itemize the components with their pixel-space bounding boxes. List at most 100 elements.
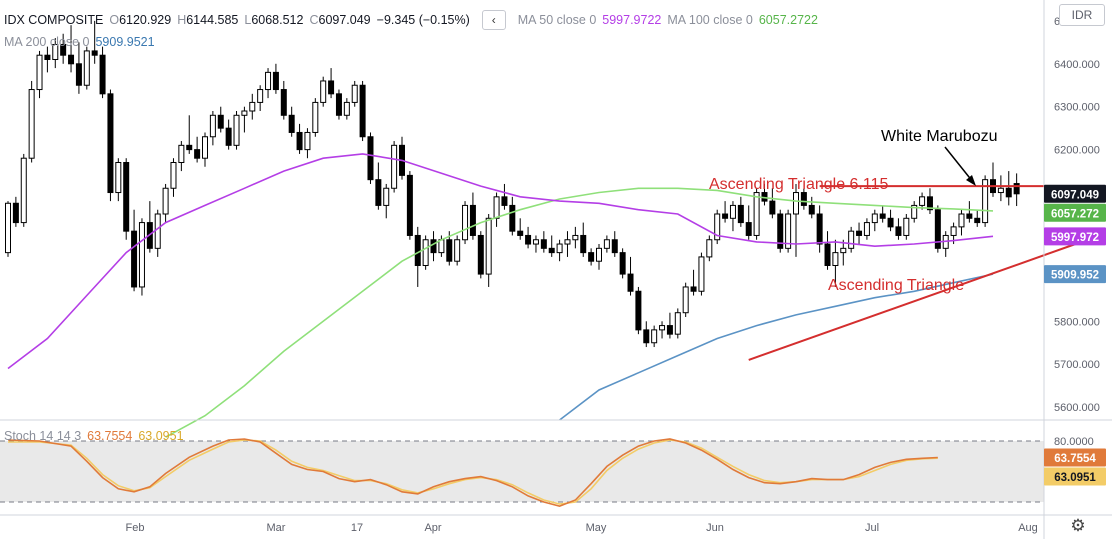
candle-body <box>359 84 366 138</box>
candle-body <box>107 93 114 194</box>
candle-body <box>974 217 981 224</box>
candle-body <box>28 89 35 159</box>
candle-body <box>99 54 106 95</box>
candle-body <box>509 204 516 232</box>
candle-body <box>154 213 161 249</box>
y-tick-label: 6200.000 <box>1054 145 1100 157</box>
candle-body <box>462 204 469 241</box>
candle-body <box>564 239 571 245</box>
candle-body <box>651 329 658 344</box>
x-tick-label: Mar <box>267 522 286 534</box>
candle-body <box>863 222 870 236</box>
annotation-triangle-top: Ascending Triangle 6.115 <box>709 176 888 193</box>
ma100-line <box>165 187 994 438</box>
candle-body <box>383 187 390 206</box>
candle-body <box>540 239 547 249</box>
annotation-triangle-bottom: Ascending Triangle <box>828 277 964 294</box>
candle-body <box>391 144 398 189</box>
low-value: 6068.512 <box>251 13 304 27</box>
candle-body <box>44 54 51 60</box>
candle-body <box>414 234 421 266</box>
candle-body <box>934 209 941 249</box>
candle-body <box>12 202 19 224</box>
candle-body <box>926 196 933 211</box>
candle-body <box>131 230 138 288</box>
annotation-marubozu: White Marubozu <box>881 128 998 145</box>
candle-body <box>477 234 484 275</box>
candle-body <box>217 114 224 129</box>
candle-body <box>911 204 918 219</box>
marubozu-arrow-head <box>966 175 976 186</box>
candle-body <box>840 247 847 254</box>
x-tick-label: May <box>586 522 607 534</box>
symbol-name[interactable]: IDX COMPOSITE <box>4 13 104 27</box>
candle-body <box>296 131 303 151</box>
x-tick-label: Apr <box>424 522 441 534</box>
stoch-d-price-label: 63.0951 <box>1054 472 1096 484</box>
last-price-label: 6097.049 <box>1051 189 1099 201</box>
ma200-line <box>559 273 994 421</box>
close-value: 6097.049 <box>318 13 371 27</box>
candle-body <box>627 273 634 292</box>
candle-body <box>737 204 744 224</box>
marubozu-arrow-line <box>944 146 974 183</box>
candle-body <box>997 187 1004 194</box>
candle-body <box>430 239 437 254</box>
candle-body <box>162 187 169 215</box>
candle-body <box>698 256 705 292</box>
candle-body <box>572 234 579 241</box>
candle-body <box>706 239 713 258</box>
ma200-price-label: 5909.952 <box>1051 270 1099 282</box>
collapse-legend-icon[interactable]: ‹ <box>481 10 506 30</box>
ma50-value: 5997.9722 <box>602 13 662 27</box>
candle-body <box>832 252 839 266</box>
candle-body <box>304 131 311 151</box>
ma100-label[interactable]: MA 100 close 0 <box>667 13 753 27</box>
ma50-line <box>7 153 994 370</box>
x-tick-label: Jun <box>706 522 724 534</box>
stoch-legend: Stoch 14 14 3 63.7554 63.0951 <box>4 429 184 443</box>
candle-body <box>280 89 287 116</box>
ma100-price-label-bg <box>1044 203 1106 222</box>
candle-body <box>714 213 721 241</box>
candle-body <box>454 239 461 262</box>
candle-body <box>785 213 792 249</box>
candle-body <box>501 196 508 206</box>
candle-body <box>186 144 193 151</box>
stoch-label[interactable]: Stoch 14 14 3 <box>4 429 82 443</box>
candle-body <box>525 234 532 245</box>
candle-body <box>367 136 374 181</box>
candle-body <box>879 213 886 219</box>
moving-averages <box>7 153 994 438</box>
currency-button[interactable]: IDR <box>1059 4 1105 26</box>
candle-body <box>328 80 335 95</box>
candle-body <box>233 114 240 146</box>
candle-body <box>674 312 681 335</box>
candle-body <box>335 93 342 116</box>
candle-body <box>225 127 232 146</box>
stoch-k-price-label-bg <box>1044 448 1106 467</box>
gear-icon[interactable]: ⚙ <box>1070 516 1086 535</box>
annotations: Ascending Triangle 6.115 Ascending Triang… <box>709 128 1088 361</box>
candle-body <box>659 325 666 331</box>
candle-body <box>485 217 492 275</box>
candle-body <box>265 71 272 91</box>
x-tick-label: Aug <box>1018 522 1038 534</box>
ma50-label[interactable]: MA 50 close 0 <box>517 13 597 27</box>
candle-body <box>320 80 327 103</box>
ma200-value: 5909.9521 <box>95 35 155 49</box>
ma200-label[interactable]: MA 200 close 0 <box>4 35 90 49</box>
last-price-label-bg <box>1044 184 1106 203</box>
y-tick-label: 6300.000 <box>1054 102 1100 114</box>
candle-body <box>288 114 295 133</box>
support-line <box>748 238 1088 361</box>
open-value: 6120.929 <box>119 13 172 27</box>
candle-body <box>170 162 177 189</box>
high-value: 6144.585 <box>186 13 239 27</box>
candle-body <box>722 213 729 219</box>
candle-body <box>202 136 208 159</box>
stoch-k-line <box>7 438 938 507</box>
candle-body <box>115 162 122 194</box>
candle-body <box>903 217 910 236</box>
